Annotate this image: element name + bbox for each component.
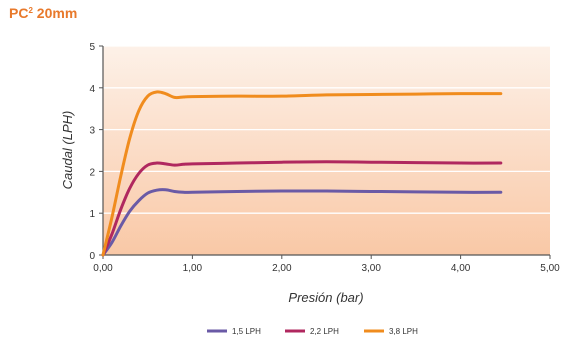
y-tick-labels: 0 1 2 3 4 5 [89, 42, 95, 262]
axes [99, 45, 551, 259]
x-tick-label-0: 0,00 [93, 263, 113, 274]
grid [103, 45, 550, 214]
chart-title-superscript: 2 [28, 6, 33, 15]
y-tick-label-2: 2 [89, 167, 95, 178]
x-tick-label-5: 5,00 [540, 263, 560, 274]
plot-background [103, 46, 550, 255]
x-tick-labels: 0,00 1,00 2,00 3,00 4,00 5,00 [93, 263, 560, 274]
chart-title-suffix: 20mm [32, 5, 78, 21]
y-axis-label: Caudal (LPH) [60, 111, 75, 190]
x-axis-label: Presión (bar) [288, 290, 363, 305]
y-tick-label-3: 3 [89, 126, 95, 137]
chart-title: PC2 20mm [9, 5, 77, 21]
y-tick-label-4: 4 [89, 84, 95, 95]
series-line-1 [101, 160, 503, 257]
legend-label-0: 1,5 LPH [232, 327, 261, 336]
x-tick-label-2: 2,00 [272, 263, 292, 274]
x-tick-label-1: 1,00 [183, 263, 203, 274]
y-tick-label-5: 5 [89, 42, 95, 53]
chart-title-prefix: PC [9, 5, 29, 21]
y-tick-label-1: 1 [89, 209, 95, 220]
legend-label-2: 3,8 LPH [389, 327, 418, 336]
y-tick-label-0: 0 [89, 251, 95, 262]
x-tick-label-3: 3,00 [361, 263, 381, 274]
x-tick-label-4: 4,00 [451, 263, 471, 274]
series-lines [101, 90, 503, 257]
series-line-2 [101, 90, 503, 257]
legend: 1,5 LPH 2,2 LPH 3,8 LPH [207, 327, 418, 336]
series-line-0 [101, 188, 503, 257]
legend-label-1: 2,2 LPH [310, 327, 339, 336]
